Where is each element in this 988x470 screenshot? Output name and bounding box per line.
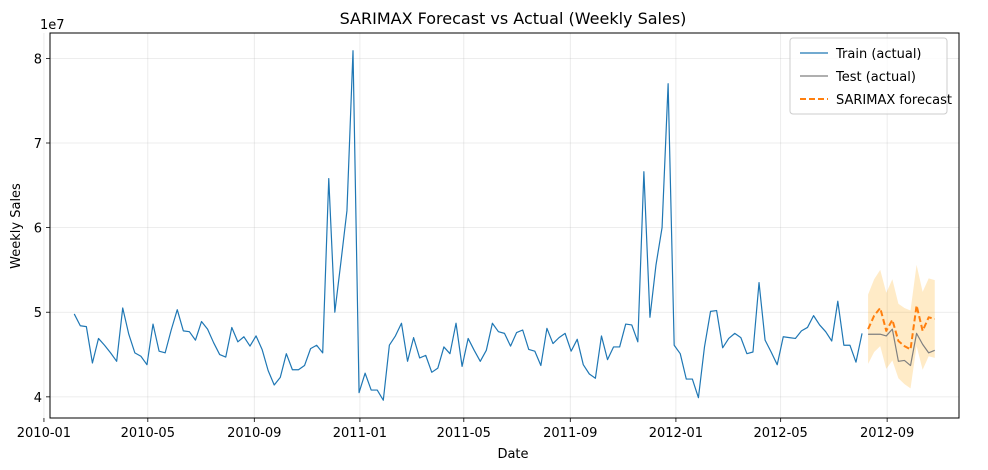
legend-box — [789, 37, 948, 115]
series-line-train — [73, 50, 863, 401]
legend-label: SARIMAX forecast — [836, 93, 952, 108]
legend-label: Train (actual) — [835, 47, 922, 62]
ticks: 2010-01 2010-05 2010-09 2011-01 2011-05 2011-… — [17, 52, 915, 441]
y-tick-label: 7 — [34, 137, 42, 152]
chart-title: SARIMAX Forecast vs Actual (Weekly Sales… — [340, 9, 687, 28]
forecast-confidence-band — [868, 264, 935, 389]
x-tick-label: 2010-01 — [17, 426, 71, 441]
x-tick-label: 2010-09 — [227, 426, 281, 441]
x-tick-label: 2010-05 — [121, 426, 175, 441]
x-tick-label: 2011-01 — [333, 426, 387, 441]
series-layer — [73, 50, 936, 401]
legend: Train (actual) Test (actual) SARIMAX forec… — [789, 37, 952, 115]
legend-label: Test (actual) — [835, 70, 916, 85]
x-tick-label: 2012-05 — [753, 426, 807, 441]
x-axis-title: Date — [497, 447, 528, 462]
y-axis-title: Weekly Sales — [9, 183, 24, 269]
x-tick-label: 2011-05 — [437, 426, 491, 441]
series-line-test — [868, 328, 935, 367]
plot-frame — [49, 32, 960, 419]
x-tick-label: 2012-09 — [860, 426, 914, 441]
x-tick-label: 2011-09 — [543, 426, 597, 441]
y-tick-label: 8 — [34, 52, 42, 67]
y-tick-label: 4 — [34, 391, 42, 406]
y-axis-offset-label: 1e7 — [40, 18, 65, 33]
y-tick-label: 5 — [34, 306, 42, 321]
y-tick-label: 6 — [34, 222, 42, 237]
x-tick-label: 2012-01 — [649, 426, 703, 441]
series-line-forecast — [867, 304, 936, 351]
confidence-band-layer — [868, 264, 935, 389]
